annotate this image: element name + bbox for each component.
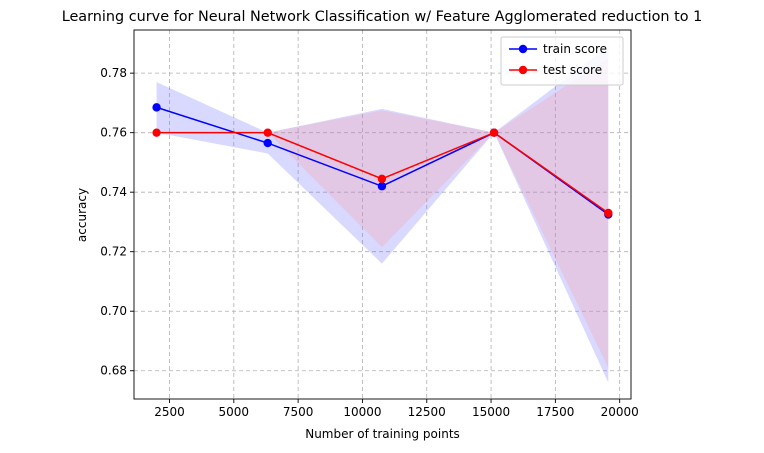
x-tick-label: 17500 [536,405,574,419]
legend-marker-test [518,65,528,75]
x-tick-label: 12500 [408,405,446,419]
plot-frame [133,29,632,400]
y-axis-label: accuracy [75,187,89,243]
data-point-test [152,128,161,137]
x-tick-label: 2500 [154,405,185,419]
data-point-test [604,208,613,218]
data-point-test [263,128,272,137]
x-tick-label: 15000 [472,405,510,419]
y-tick-label: 0.78 [100,66,127,80]
x-tick-label: 5000 [219,405,250,419]
y-tick-label: 0.76 [100,126,127,140]
x-tick-label: 10000 [343,405,381,419]
y-tick-label: 0.70 [100,304,127,318]
data-point-train [263,138,272,148]
legend-label-test: test score [543,63,602,77]
data-point-train [152,103,161,112]
confidence-band-train [156,46,609,383]
x-tick-label: 7500 [283,405,314,419]
y-tick-label: 0.72 [100,245,127,259]
y-tick-label: 0.68 [100,364,127,378]
data-point-test [377,174,387,183]
x-axis-label: Number of training points [305,427,460,441]
x-tick-label: 20000 [601,405,639,419]
confidence-band-test [156,58,609,368]
chart-title: Learning curve for Neural Network Classi… [61,9,703,25]
legend-marker-train [518,44,528,54]
data-point-train [377,182,387,191]
legend-label-train: train score [543,42,607,56]
y-tick-label: 0.74 [100,185,127,199]
data-point-test [489,128,499,137]
